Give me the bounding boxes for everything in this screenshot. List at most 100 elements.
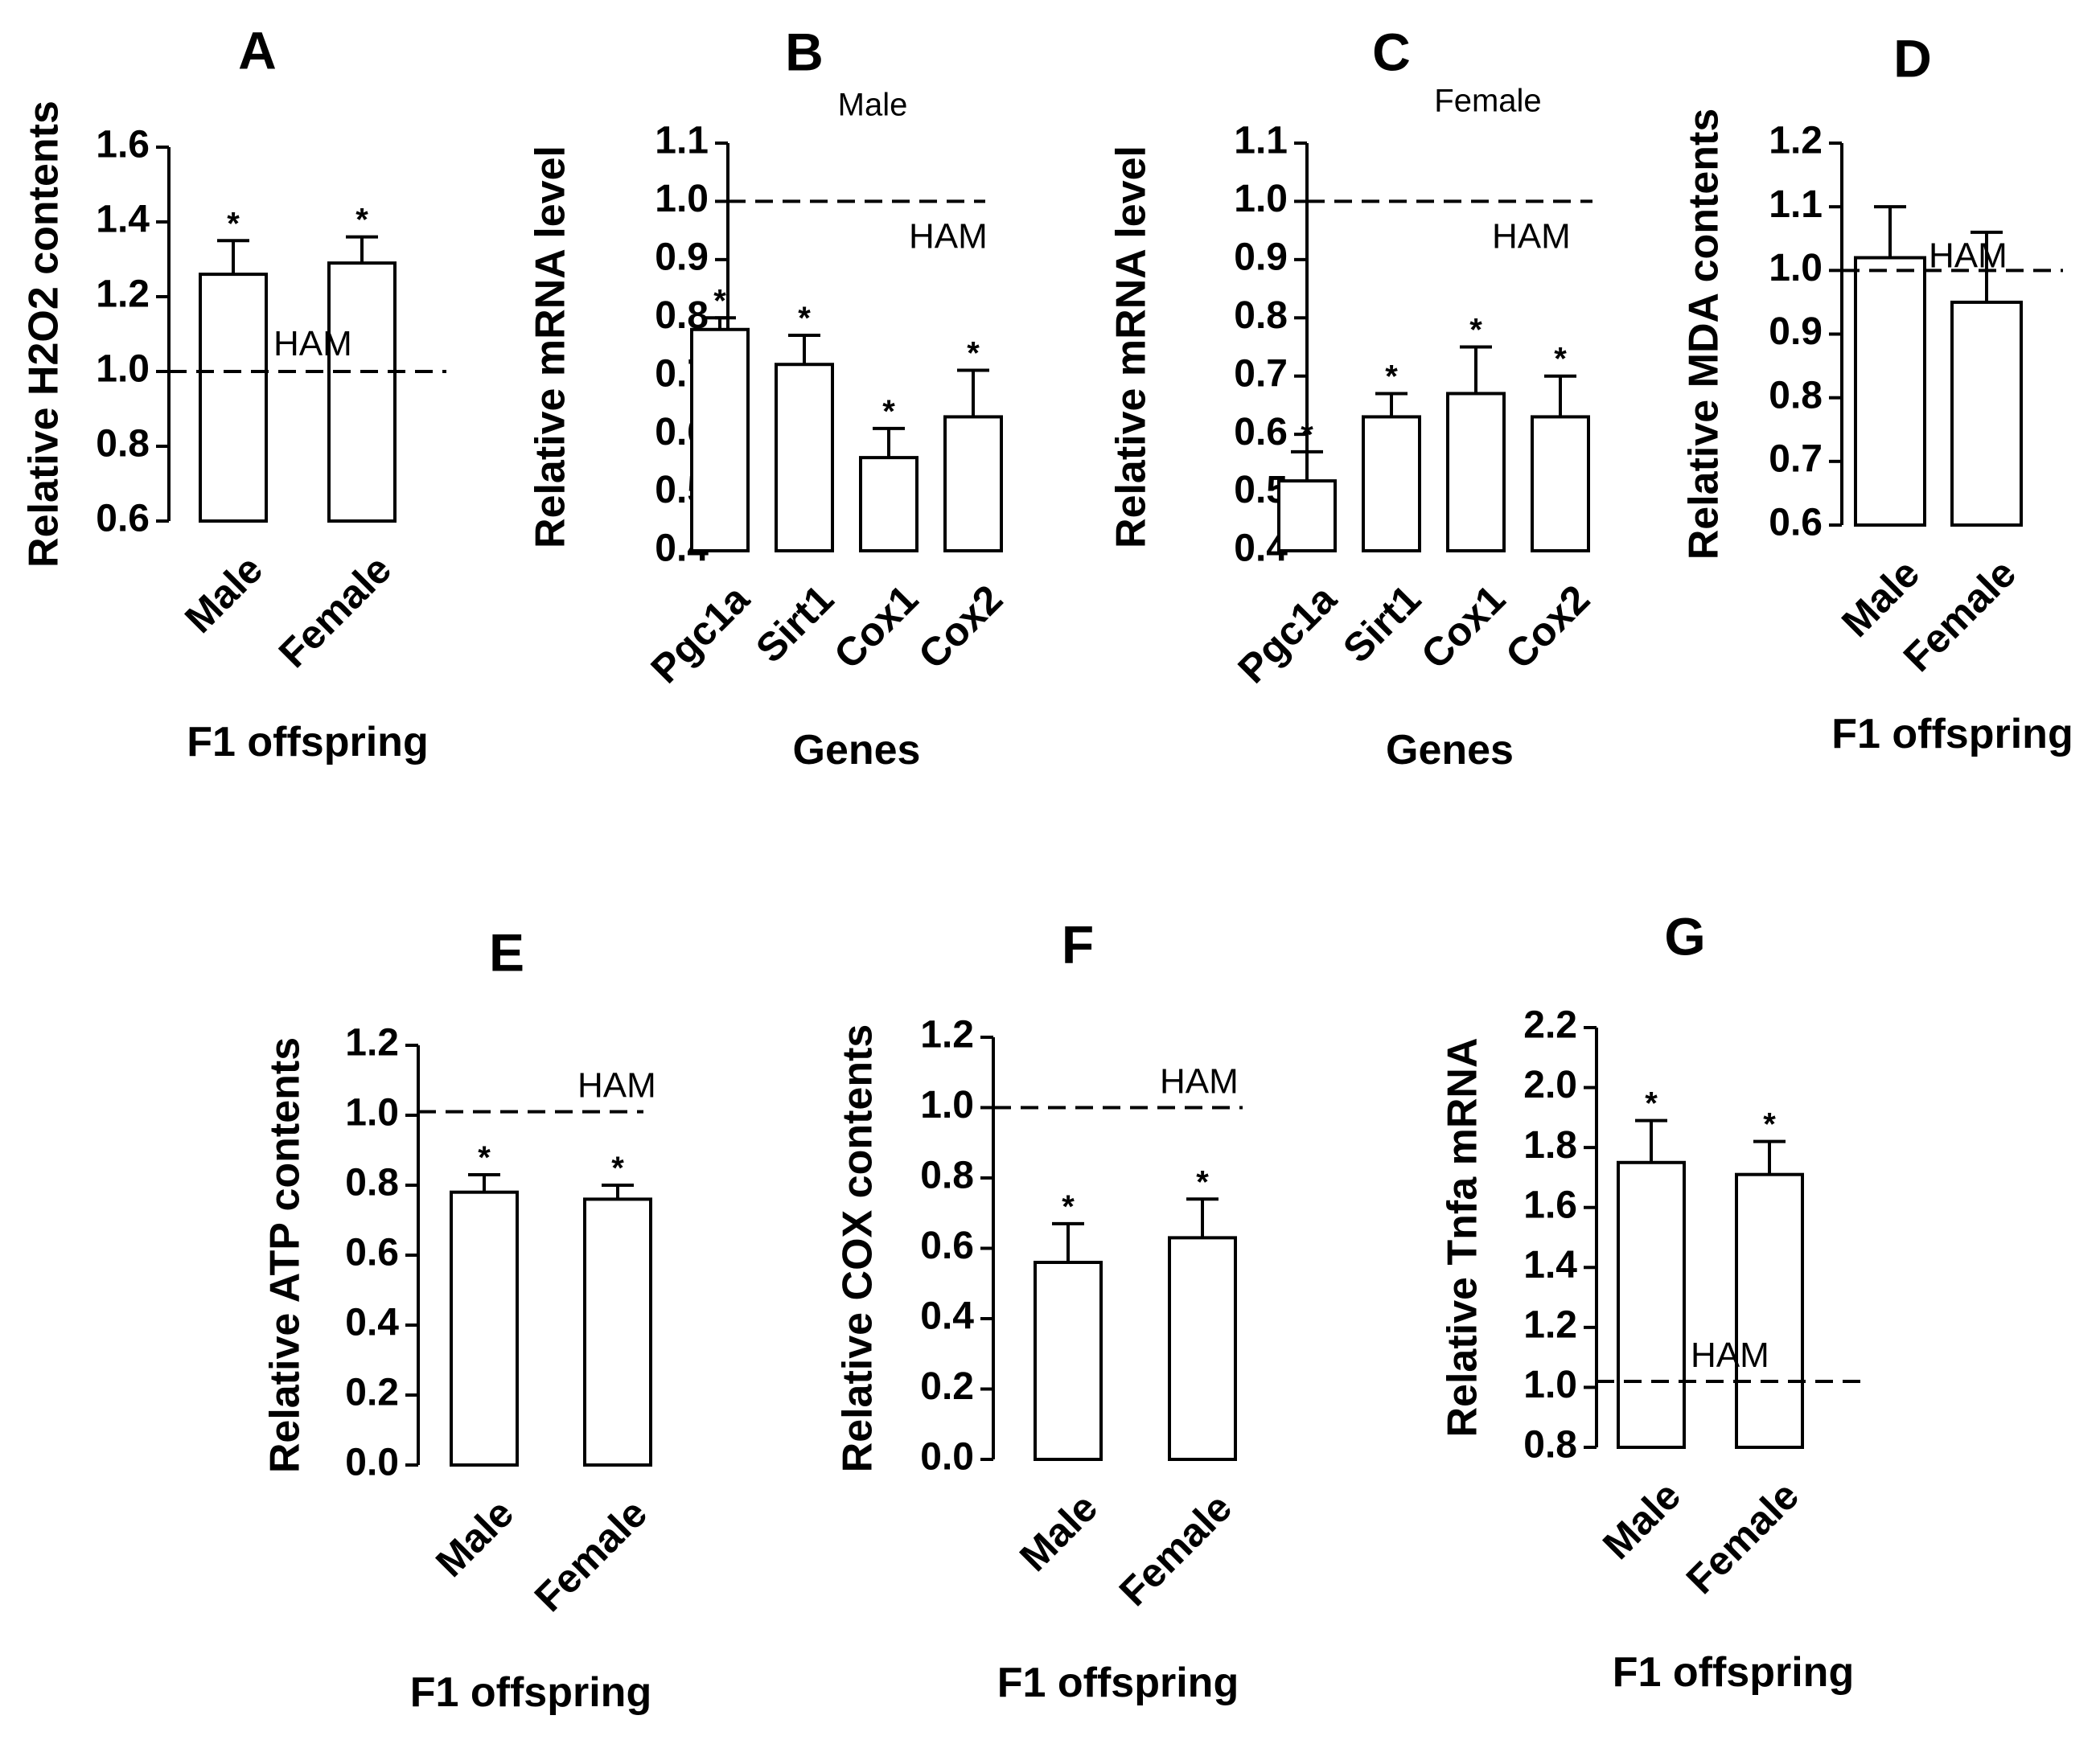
category-label: Cox2 [910,577,1011,678]
panel-e: E 0.0 0.2 0.4 0.6 0.8 1.0 1.2 Relative ATP conte… [262,922,656,1716]
category-label: Cox1 [1412,577,1514,678]
significance-marker: * [611,1151,624,1186]
category-label: Female [1111,1485,1240,1615]
y-tick-label: 0.7 [1769,438,1823,481]
bar-pgc1a [1277,479,1337,552]
x-axis-label: F1 offspring [187,719,428,765]
y-tick-label: 1.0 [1769,247,1823,289]
significance-marker: * [798,301,811,336]
panel-letter: B [785,22,824,81]
y-tick-label: 1.6 [96,124,150,166]
y-tick-label: 0.9 [1234,236,1288,279]
y-tick-label: 0.6 [920,1225,974,1267]
significance-marker: * [1469,313,1482,348]
x-axis-label: Genes [1386,727,1514,774]
y-tick-label: 1.1 [1769,183,1823,226]
panel-letter: C [1372,22,1411,81]
category-label: Male [1594,1473,1689,1568]
panel-d: D 0.6 0.7 0.8 0.9 1.0 1.1 1.2 Relative MDA conte… [1681,28,2073,757]
significance-marker: * [882,394,895,429]
bar-cox2 [1531,415,1590,553]
y-tick-label: 1.0 [920,1084,974,1126]
panel-letter: D [1893,28,1932,88]
y-tick-label: 1.2 [1769,120,1823,162]
y-tick-label: 0.6 [1769,502,1823,544]
y-tick-label: 0.4 [920,1295,974,1338]
bar-female [583,1197,652,1467]
x-axis-label: F1 offspring [997,1660,1239,1706]
panel-c: CFemale0.40.50.60.70.80.91.01.1Relative … [1108,22,1598,774]
y-tick-label: 0.8 [920,1155,974,1197]
panel-letter: E [489,922,524,982]
category-label: Pgc1a [1229,576,1346,692]
y-tick-label: 0.7 [1234,352,1288,395]
significance-marker: * [1554,342,1567,377]
y-tick-label: 1.4 [96,199,150,241]
y-tick-label: 2.2 [1523,1004,1577,1047]
bar-female [1950,300,2023,527]
x-axis-label: Genes [793,727,921,774]
significance-marker: * [1645,1086,1658,1122]
y-axis-label: Relative ATP contents [262,1037,309,1473]
ham-label: HAM [909,216,988,256]
y-tick-label: 1.4 [1523,1244,1577,1287]
x-axis-label: F1 offspring [1831,711,2073,757]
y-tick-label: 1.2 [345,1022,399,1065]
bar-female [1168,1236,1237,1461]
panel-subtitle: Female [1434,84,1541,119]
y-tick-label: 0.8 [345,1162,399,1204]
y-tick-label: 0.9 [1769,310,1823,353]
y-tick-label: 0.0 [920,1436,974,1479]
y-tick-label: 1.0 [1234,178,1288,220]
y-tick-label: 1.0 [345,1092,399,1135]
panel-letter: G [1664,906,1705,966]
significance-marker: * [227,206,240,241]
y-tick-label: 0.9 [655,236,709,279]
y-tick-label: 0.8 [1234,294,1288,337]
panel-a: A 0.6 0.8 1.0 1.2 1.4 1.6 Relative H2O2 content… [21,20,446,765]
bar-male [1617,1160,1686,1450]
category-label: Male [427,1491,522,1586]
category-label: Male [176,547,271,642]
category-label: Female [270,547,400,676]
significance-marker: * [713,283,726,318]
ham-label: HAM [273,324,352,363]
ham-label: HAM [1691,1336,1769,1375]
bar-male [1854,256,1926,527]
significance-marker: * [355,203,368,238]
y-axis-label: Relative mRNA level [528,146,574,548]
y-tick-label: 0.4 [345,1302,399,1344]
category-label: Female [1678,1473,1807,1603]
category-label: Male [1011,1485,1106,1580]
bar-pgc1a [690,327,750,552]
x-axis-label: F1 offspring [1613,1649,1854,1696]
bar-male [450,1190,519,1467]
bar-cox1 [1446,392,1506,553]
y-axis-label: Relative mRNA level [1108,146,1155,548]
category-label: Pgc1a [642,576,758,692]
y-tick-label: 1.2 [1523,1304,1577,1347]
y-tick-label: 1.8 [1523,1124,1577,1167]
bar-male [1034,1261,1103,1461]
y-axis-label: Relative MDA contents [1681,109,1728,560]
significance-marker: * [1062,1189,1075,1225]
y-axis-label: Relative COX contents [835,1024,882,1473]
x-axis-label: F1 offspring [410,1669,651,1716]
bar-female [1735,1172,1804,1449]
y-tick-label: 1.2 [96,273,150,316]
bar-cox1 [859,456,918,552]
y-tick-label: 0.6 [96,498,150,540]
y-axis-label: Relative H2O2 contents [21,101,68,568]
y-tick-label: 0.2 [920,1365,974,1408]
panel-letter: A [238,20,277,80]
panel-f: F 0.0 0.2 0.4 0.6 0.8 1.0 1.2 Relative COX conte… [835,914,1243,1706]
category-label: Female [526,1491,655,1620]
y-tick-label: 1.6 [1523,1184,1577,1226]
bar-female [327,261,397,523]
y-tick-label: 1.0 [655,178,709,220]
category-label: Sirt1 [1334,577,1429,671]
y-tick-label: 1.1 [1234,120,1288,162]
y-tick-label: 1.0 [96,348,150,391]
